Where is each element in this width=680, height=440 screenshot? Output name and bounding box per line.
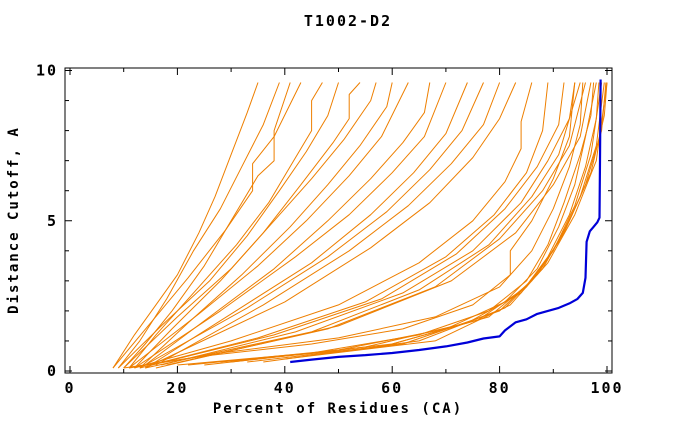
x-tick-label: 40 (274, 379, 296, 397)
y-tick-label: 0 (47, 362, 58, 380)
predicted-model-curves (123, 82, 377, 369)
predicted-model-curves (144, 82, 431, 366)
y-axis-label: Distance Cutoff, A (6, 126, 22, 314)
predicted-model-curves (117, 82, 339, 369)
predicted-model-curves (123, 82, 576, 369)
chart-title: T1002-D2 (304, 12, 392, 30)
predicted-model-curves (145, 82, 581, 369)
predicted-model-curves (112, 82, 302, 369)
predicted-model-curves (112, 82, 259, 369)
x-tick-label: 60 (381, 379, 403, 397)
predicted-model-curves (128, 82, 323, 369)
predicted-model-curves (117, 82, 280, 369)
predicted-model-curves (134, 82, 533, 369)
predicted-model-curves (129, 82, 584, 369)
x-tick-label: 0 (64, 379, 75, 397)
predicted-model-curves (139, 82, 484, 369)
plot-frame-and-ticks (64, 67, 613, 374)
x-tick-label: 20 (166, 379, 188, 397)
predicted-model-curves (166, 82, 586, 366)
tick-labels-group: 0 20 40 60 80 100 0 5 10 (36, 62, 623, 398)
predicted-model-curves (263, 82, 608, 363)
predicted-model-curves (128, 82, 409, 369)
predicted-model-curves (155, 82, 501, 366)
predicted-model-curves (247, 82, 607, 363)
x-tick-label: 80 (489, 379, 511, 397)
y-tick-label: 5 (47, 212, 58, 230)
predicted-model-curves (284, 82, 608, 360)
predicted-model-curves (220, 82, 603, 363)
predicted-model-curves (144, 82, 517, 369)
highlighted-model-curve (290, 79, 602, 364)
predicted-model-curves (155, 82, 592, 369)
model-curves-group (112, 79, 608, 369)
predicted-model-curves (139, 82, 565, 369)
predicted-model-curves (134, 82, 447, 369)
predicted-model-curves (177, 82, 595, 366)
predicted-model-curves (134, 82, 361, 369)
predicted-model-curves (139, 82, 393, 369)
predicted-model-curves (231, 82, 605, 363)
x-tick-label: 100 (590, 379, 623, 397)
predicted-model-curves (150, 82, 468, 366)
predicted-model-curves (188, 82, 597, 366)
predicted-model-curves (161, 82, 576, 366)
predicted-model-curves (150, 82, 549, 366)
y-tick-label: 10 (36, 62, 58, 80)
x-axis-label: Percent of Residues (CA) (213, 401, 463, 417)
